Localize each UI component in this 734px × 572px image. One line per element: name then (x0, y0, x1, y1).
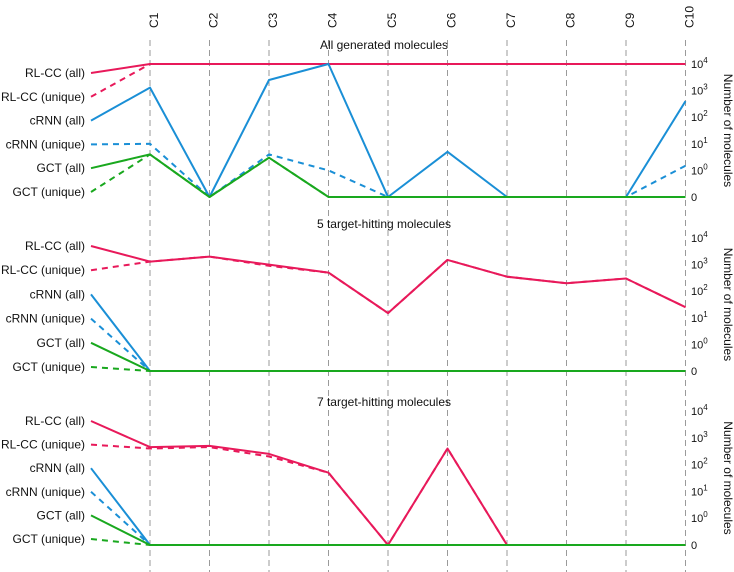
category-label-c2: C2 (207, 12, 221, 28)
y-tick-exponent: 0 (703, 510, 708, 519)
legend-label-rl-cc-all: RL-CC (all) (25, 239, 85, 253)
series-line-rl-cc-all (90, 63, 686, 74)
series-line-gct-all (90, 341, 686, 372)
y-axis-label: Number of molecules (721, 74, 734, 187)
y-tick-label: 103 (691, 430, 708, 445)
y-tick-exponent: 3 (703, 257, 708, 266)
y-tick-label: 102 (691, 109, 708, 124)
y-tick-label: 101 (691, 136, 708, 151)
y-tick-label: 100 (691, 162, 708, 177)
category-axis: C1 C2 C3 C4 C5 C6 C7 C8 C9 C10 (147, 6, 697, 28)
legend-label-gct-all: GCT (all) (37, 336, 85, 350)
grid-layer (149, 40, 686, 572)
y-tick-label: 0 (691, 192, 697, 204)
legend-label-crnn-all: cRNN (all) (30, 114, 85, 128)
category-label-c10: C10 (683, 6, 697, 28)
y-tick-label: 100 (691, 510, 708, 525)
y-tick-label: 104 (691, 230, 708, 245)
legend-label-crnn-unique: cRNN (unique) (6, 485, 85, 499)
legend-label-gct-unique: GCT (unique) (13, 185, 85, 199)
panel-1: All generated molecules0100101102103104N… (1, 38, 734, 204)
legend-label-gct-unique: GCT (unique) (13, 532, 85, 546)
y-axis-label: Number of molecules (721, 248, 734, 361)
y-tick-exponent: 4 (703, 56, 708, 65)
y-tick-exponent: 1 (703, 136, 708, 145)
category-label-c5: C5 (385, 12, 399, 28)
y-tick-label: 102 (691, 283, 708, 298)
y-tick-exponent: 4 (703, 403, 708, 412)
y-tick-label: 104 (691, 56, 708, 71)
series-line-crnn-unique (90, 491, 686, 546)
category-label-c7: C7 (504, 12, 518, 28)
category-label-c4: C4 (326, 12, 340, 28)
panels: All generated molecules0100101102103104N… (1, 38, 734, 552)
series-line-gct-unique (90, 366, 686, 372)
category-label-c3: C3 (266, 12, 280, 28)
series-line-gct-unique (90, 153, 686, 198)
series-line-crnn-unique (90, 142, 686, 198)
y-tick-label: 100 (691, 336, 708, 351)
series-line-gct-unique (90, 538, 686, 546)
panel-2: 5 target-hitting molecules01001011021031… (1, 217, 734, 378)
y-tick-exponent: 0 (703, 162, 708, 171)
y-tick-exponent: 0 (703, 336, 708, 345)
y-tick-exponent: 2 (703, 109, 708, 118)
legend-label-rl-cc-unique: RL-CC (unique) (1, 438, 85, 452)
legend-label-rl-cc-unique: RL-CC (unique) (1, 90, 85, 104)
y-tick-label: 102 (691, 457, 708, 472)
panel-title: All generated molecules (320, 38, 448, 52)
legend-label-gct-unique: GCT (unique) (13, 360, 85, 374)
y-tick-exponent: 2 (703, 283, 708, 292)
panel-title: 7 target-hitting molecules (317, 395, 451, 409)
series-line-rl-cc-unique (90, 255, 686, 315)
y-tick-label: 101 (691, 310, 708, 325)
category-label-c8: C8 (564, 12, 578, 28)
legend-label-rl-cc-all: RL-CC (all) (25, 414, 85, 428)
y-tick-label: 0 (691, 366, 697, 378)
y-tick-exponent: 1 (703, 483, 708, 492)
y-tick-exponent: 3 (703, 83, 708, 92)
y-tick-label: 103 (691, 257, 708, 272)
y-tick-exponent: 1 (703, 310, 708, 319)
legend-label-crnn-unique: cRNN (unique) (6, 312, 85, 326)
category-label-c1: C1 (147, 12, 161, 28)
category-label-c6: C6 (445, 12, 459, 28)
panel-title: 5 target-hitting molecules (317, 217, 451, 231)
legend-label-rl-cc-all: RL-CC (all) (25, 66, 85, 80)
legend-label-crnn-all: cRNN (all) (30, 461, 85, 475)
y-tick-label: 0 (691, 540, 697, 552)
legend-label-gct-all: GCT (all) (37, 508, 85, 522)
legend-label-gct-all: GCT (all) (37, 161, 85, 175)
y-tick-exponent: 2 (703, 457, 708, 466)
y-tick-label: 101 (691, 483, 708, 498)
y-tick-exponent: 3 (703, 430, 708, 439)
panel-3: 7 target-hitting molecules01001011021031… (1, 395, 734, 552)
legend-label-crnn-unique: cRNN (unique) (6, 137, 85, 151)
y-tick-label: 103 (691, 83, 708, 98)
category-label-c9: C9 (623, 12, 637, 28)
y-tick-label: 104 (691, 403, 708, 418)
y-tick-exponent: 4 (703, 230, 708, 239)
legend-label-rl-cc-unique: RL-CC (unique) (1, 263, 85, 277)
legend-label-crnn-all: cRNN (all) (30, 287, 85, 301)
y-axis-label: Number of molecules (721, 421, 734, 534)
